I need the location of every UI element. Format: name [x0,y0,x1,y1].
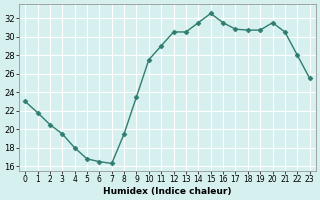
X-axis label: Humidex (Indice chaleur): Humidex (Indice chaleur) [103,187,232,196]
